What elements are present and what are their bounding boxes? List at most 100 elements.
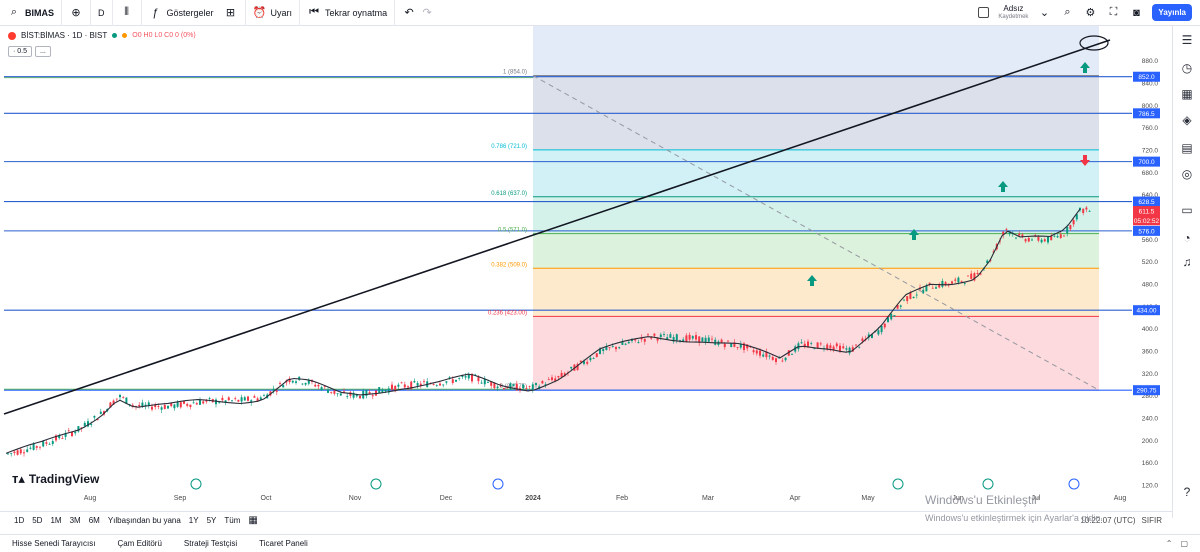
chat-icon[interactable]: ▭ bbox=[1181, 203, 1193, 217]
candle-body bbox=[23, 452, 25, 454]
account-menu[interactable]: Adsız Kaydetmek bbox=[998, 4, 1028, 22]
moving-average-line bbox=[5, 208, 1081, 454]
candle-body bbox=[333, 390, 336, 394]
activation-watermark-title: Windows'u Etkinleştir bbox=[925, 493, 1038, 507]
date-tick-label: Dec bbox=[439, 495, 453, 502]
price-tag bbox=[1133, 156, 1160, 167]
candle-body bbox=[973, 273, 976, 281]
candle-body bbox=[535, 383, 537, 386]
plus-icon: ⊕ bbox=[71, 7, 81, 19]
replay-button[interactable]: ⏮ Tekrar oynatma bbox=[300, 0, 396, 26]
candle-body bbox=[1034, 235, 1037, 236]
undo-icon[interactable]: ↶ bbox=[404, 7, 414, 19]
candle-body bbox=[435, 385, 438, 387]
candle-body bbox=[157, 406, 160, 408]
candle-body bbox=[755, 350, 758, 354]
price-tag bbox=[1133, 206, 1160, 217]
watchlist-icon[interactable]: ☰ bbox=[1181, 33, 1193, 47]
candle-body bbox=[16, 450, 19, 455]
range-1d[interactable]: 1D bbox=[14, 516, 25, 525]
candle-body bbox=[109, 402, 112, 408]
ideas-icon[interactable]: ◔ bbox=[1183, 231, 1191, 245]
candle-body bbox=[368, 392, 371, 394]
interval-button[interactable]: D bbox=[91, 0, 113, 26]
range-5d[interactable]: 5D bbox=[32, 516, 43, 525]
candle-body bbox=[771, 357, 774, 360]
tab-pine-editor[interactable]: Çam Editörü bbox=[117, 539, 162, 548]
tradingview-logo[interactable]: ᴛ▴ TradingView bbox=[12, 471, 99, 487]
candle-body bbox=[848, 347, 851, 354]
undo-redo: ↶ ↷ bbox=[395, 0, 441, 26]
clock[interactable]: 10:22:07 (UTC) SIFIR bbox=[1080, 516, 1172, 525]
candle-body bbox=[544, 384, 547, 386]
gear-icon[interactable]: ⚙ bbox=[1085, 7, 1096, 19]
layout-checkbox[interactable] bbox=[978, 7, 990, 18]
candle-body bbox=[739, 343, 742, 348]
fullscreen-icon[interactable]: ⛶ bbox=[1109, 6, 1118, 18]
candle-body bbox=[752, 350, 755, 353]
date-tick-label: Apr bbox=[789, 495, 801, 502]
price-tick-label: 760.0 bbox=[1142, 125, 1159, 132]
maximize-icon[interactable]: ▢ bbox=[1180, 539, 1188, 548]
account-status: Kaydetmek bbox=[998, 13, 1029, 20]
candle-body bbox=[195, 403, 198, 405]
fib-zone bbox=[533, 75, 1099, 150]
range-ytd[interactable]: Yılbaşından bu yana bbox=[107, 516, 181, 525]
price-tag-label: 576.0 bbox=[1138, 228, 1155, 235]
candle-body bbox=[547, 379, 550, 381]
range-all[interactable]: Tüm bbox=[224, 516, 241, 525]
candle-body bbox=[650, 336, 653, 339]
price-tick-label: 640.0 bbox=[1142, 192, 1159, 199]
range-1m[interactable]: 1M bbox=[50, 516, 62, 525]
candle-body bbox=[701, 337, 704, 342]
range-6m[interactable]: 6M bbox=[88, 516, 100, 525]
tab-trading-panel[interactable]: Ticaret Paneli bbox=[259, 539, 308, 548]
candle-body bbox=[1021, 234, 1024, 238]
candle-body bbox=[733, 342, 736, 347]
indicator-input-1[interactable]: · 0.5 bbox=[8, 46, 33, 57]
indicator-input-2[interactable]: ... bbox=[35, 46, 51, 57]
clock-time: 10:22:07 (UTC) bbox=[1080, 516, 1136, 525]
range-5y[interactable]: 5Y bbox=[206, 516, 217, 525]
tab-strategy-tester[interactable]: Strateji Testçisi bbox=[183, 539, 238, 548]
compare-button[interactable]: ⊕ bbox=[62, 0, 91, 26]
range-3m[interactable]: 3M bbox=[69, 516, 81, 525]
target-icon[interactable]: ◎ bbox=[1181, 167, 1193, 181]
fib-level-label: 1 (854.0) bbox=[503, 70, 527, 76]
data-window-icon[interactable]: ▦ bbox=[1181, 87, 1193, 101]
chevron-up-icon[interactable]: ⌃ bbox=[1165, 539, 1173, 548]
date-range-icon[interactable]: ▦ bbox=[248, 515, 258, 526]
date-axis[interactable]: Aug Sep Oct Nov Dec 2024 Feb Mar Apr May Jun Jul Aug bbox=[0, 492, 1172, 506]
candle-body bbox=[528, 385, 531, 387]
symbol-search[interactable]: ⌕ BIMAS bbox=[0, 0, 62, 26]
candle-body bbox=[87, 421, 89, 427]
price-chart[interactable]: 1 (854.0) 0.786 (721.0) 0.618 (637.0) 0.5 (… bbox=[0, 26, 1172, 492]
redo-icon[interactable]: ↷ bbox=[422, 7, 432, 19]
publish-button[interactable]: Yayınla bbox=[1152, 4, 1192, 21]
candle-body bbox=[512, 384, 515, 386]
calendar-icon[interactable]: ▤ bbox=[1181, 141, 1193, 155]
bell-icon[interactable]: ♫ bbox=[1182, 255, 1192, 269]
candle-body bbox=[659, 334, 662, 338]
chart-legend[interactable]: BİST:BİMAS · 1D · BIST O0 H0 L0 C0 0 (0%… bbox=[8, 31, 196, 40]
candle-body bbox=[1015, 237, 1017, 239]
camera-icon[interactable]: ◙ bbox=[1133, 6, 1140, 19]
candle-body bbox=[413, 381, 416, 383]
candle-body bbox=[378, 387, 381, 393]
chevron-down-icon[interactable]: ⌄ bbox=[1039, 7, 1050, 19]
price-tick-label: 240.0 bbox=[1142, 416, 1159, 423]
alert-button[interactable]: ⏰ Uyarı bbox=[246, 0, 301, 26]
alerts-clock-icon[interactable]: ◷ bbox=[1181, 61, 1193, 75]
candle-body bbox=[96, 419, 99, 421]
zoom-icon[interactable]: ⌕ bbox=[1064, 6, 1071, 18]
range-1y[interactable]: 1Y bbox=[188, 516, 199, 525]
chart-type-button[interactable]: ⫴ bbox=[113, 0, 142, 26]
layers-icon[interactable]: ◈ bbox=[1182, 113, 1192, 127]
tab-stock-screener[interactable]: Hisse Senedi Tarayıcısı bbox=[12, 539, 96, 548]
candle-body bbox=[938, 284, 941, 288]
fib-zone bbox=[533, 196, 1099, 234]
help-icon[interactable]: ? bbox=[1183, 485, 1191, 499]
candle-body bbox=[1047, 236, 1049, 243]
candle-body bbox=[621, 341, 624, 345]
indicators-button[interactable]: ƒ Göstergeler ⊞ bbox=[142, 0, 246, 26]
